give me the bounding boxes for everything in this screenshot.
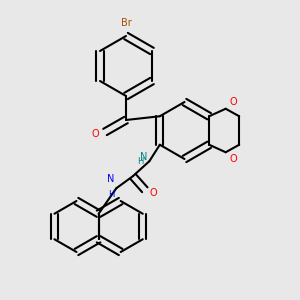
Text: H: H [108, 190, 115, 199]
Text: N: N [107, 174, 115, 184]
Text: H: H [137, 157, 143, 166]
Text: O: O [229, 154, 237, 164]
Text: O: O [149, 188, 157, 198]
Text: N: N [140, 152, 148, 162]
Text: O: O [92, 128, 99, 139]
Text: O: O [229, 97, 237, 107]
Text: Br: Br [121, 19, 131, 28]
